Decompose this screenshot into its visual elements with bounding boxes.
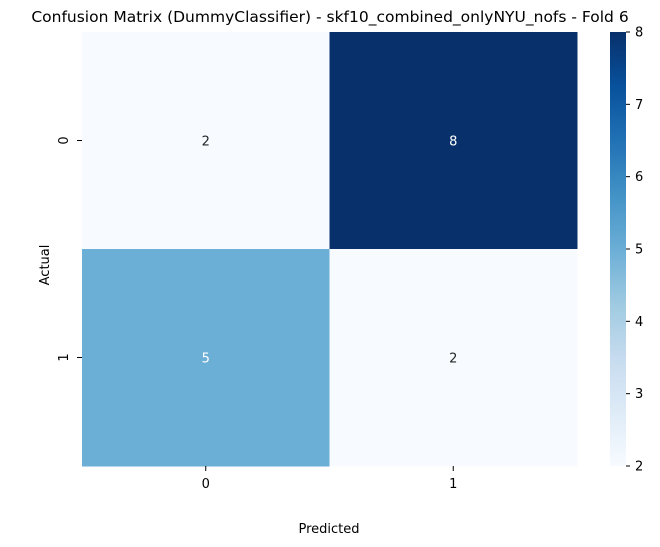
x-tick-label: 1 (449, 477, 457, 492)
x-axis-label: Predicted (298, 522, 359, 537)
colorbar-tick-label: 4 (635, 315, 643, 330)
heatmap-cell (329, 249, 578, 467)
colorbar-tick-label: 7 (635, 98, 643, 113)
colorbar-axis: 2 3 4 5 6 7 8 (626, 26, 643, 475)
y-tick-label: 1 (57, 353, 72, 361)
y-axis: 01 (57, 136, 82, 362)
cell-value-label: 5 (202, 352, 210, 367)
colorbar-tick-label: 6 (635, 170, 643, 185)
heatmap-cell-labels: 2 8 5 2 (202, 135, 458, 367)
chart-title: Confusion Matrix (DummyClassifier) - skf… (31, 8, 628, 27)
heatmap-cell (82, 32, 330, 250)
colorbar-tick-label: 5 (635, 243, 643, 258)
heatmap-cells (82, 32, 578, 467)
y-axis-label: Actual (38, 245, 53, 286)
colorbar-tick-label: 3 (635, 387, 643, 402)
heatmap-cell (82, 249, 330, 467)
cell-value-label: 2 (449, 352, 457, 367)
colorbar-tick-label: 2 (635, 460, 643, 475)
x-tick-label: 0 (202, 477, 210, 492)
colorbar (610, 32, 626, 466)
y-tick-label: 0 (57, 136, 72, 144)
heatmap-cell (329, 32, 578, 250)
colorbar-tick-label: 8 (635, 26, 643, 41)
cell-value-label: 2 (202, 135, 210, 150)
cell-value-label: 8 (449, 135, 457, 150)
